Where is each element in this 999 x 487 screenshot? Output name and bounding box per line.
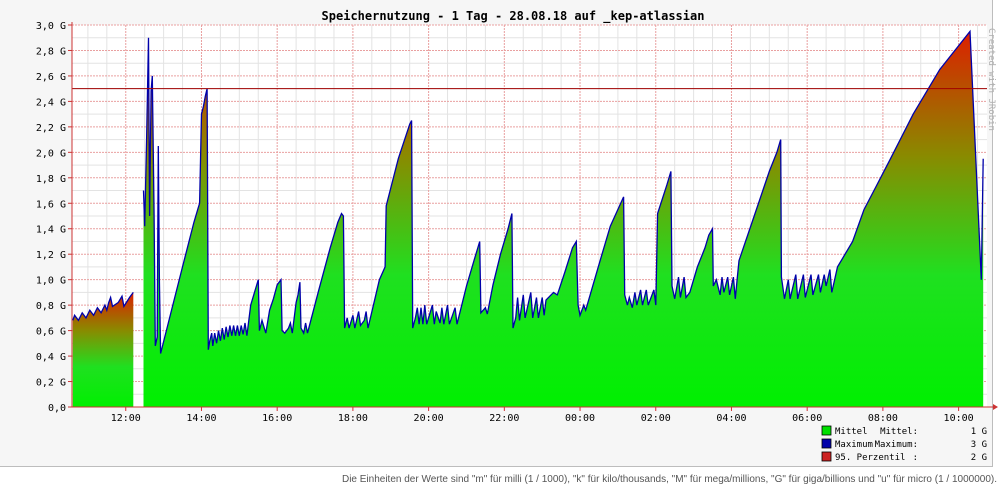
watermark-text: Created with JRobin [986, 28, 996, 131]
legend-series-name: Mittel [835, 427, 868, 437]
chart-svg: Speichernutzung - 1 Tag - 28.08.18 auf _… [36, 9, 998, 463]
y-tick-label: 0,4 G [36, 352, 66, 363]
x-tick-label: 08:00 [868, 413, 898, 424]
legend-value: 3 G [971, 440, 987, 450]
units-footnote: Die Einheiten der Werte sind "m" für mil… [341, 474, 997, 485]
y-tick-label: 2,0 G [36, 148, 66, 159]
chart-title: Speichernutzung - 1 Tag - 28.08.18 auf _… [322, 9, 705, 24]
x-tick-label: 16:00 [262, 413, 292, 424]
x-tick-label: 00:00 [565, 413, 595, 424]
maximum-line [72, 292, 134, 322]
y-tick-label: 1,8 G [36, 174, 66, 185]
y-tick-label: 0,2 G [36, 378, 66, 389]
mittel-area [72, 292, 134, 407]
mittel-area [143, 31, 984, 408]
y-tick-label: 3,0 G [36, 21, 66, 32]
legend-stat-label: : [913, 453, 918, 463]
x-tick-label: 12:00 [111, 413, 141, 424]
legend-value: 2 G [971, 453, 987, 463]
y-tick-label: 0,6 G [36, 327, 66, 338]
y-tick-label: 1,6 G [36, 199, 66, 210]
y-tick-label: 2,8 G [36, 46, 66, 57]
y-tick-label: 0,8 G [36, 301, 66, 312]
data-area-layer [72, 29, 984, 408]
legend-swatch [821, 451, 832, 462]
legend-swatch [821, 425, 832, 436]
maximum-line [142, 29, 984, 354]
x-tick-label: 10:00 [944, 413, 974, 424]
axis-layer: 0,0 0,2 G 0,4 G 0,6 G 0,8 G 1,0 G 1,2 G 1,4 G 1,… [36, 21, 998, 424]
x-tick-label: 20:00 [414, 413, 444, 424]
y-tick-label: 1,0 G [36, 276, 66, 287]
legend-stat-label: Maximum: [875, 440, 918, 450]
legend: Mittel Mittel: 1 G Maximum Maximum: 3 G 95. Pe… [821, 425, 987, 463]
legend-swatch [821, 438, 832, 449]
y-tick-label: 2,4 G [36, 97, 66, 108]
y-tick-label: 0,0 [48, 403, 66, 414]
x-axis-arrow [993, 404, 998, 410]
x-tick-label: 02:00 [641, 413, 671, 424]
legend-stat-label: Mittel: [880, 427, 918, 437]
legend-series-name: 95. Perzentil [835, 453, 905, 463]
y-tick-label: 1,4 G [36, 225, 66, 236]
x-tick-label: 18:00 [338, 413, 368, 424]
legend-series-name: Maximum [835, 440, 873, 450]
x-tick-label: 14:00 [186, 413, 216, 424]
legend-value: 1 G [971, 427, 987, 437]
x-tick-label: 22:00 [489, 413, 519, 424]
x-tick-label: 04:00 [716, 413, 746, 424]
y-tick-label: 1,2 G [36, 250, 66, 261]
x-tick-label: 06:00 [792, 413, 822, 424]
y-tick-label: 2,6 G [36, 72, 66, 83]
y-tick-label: 2,2 G [36, 123, 66, 134]
